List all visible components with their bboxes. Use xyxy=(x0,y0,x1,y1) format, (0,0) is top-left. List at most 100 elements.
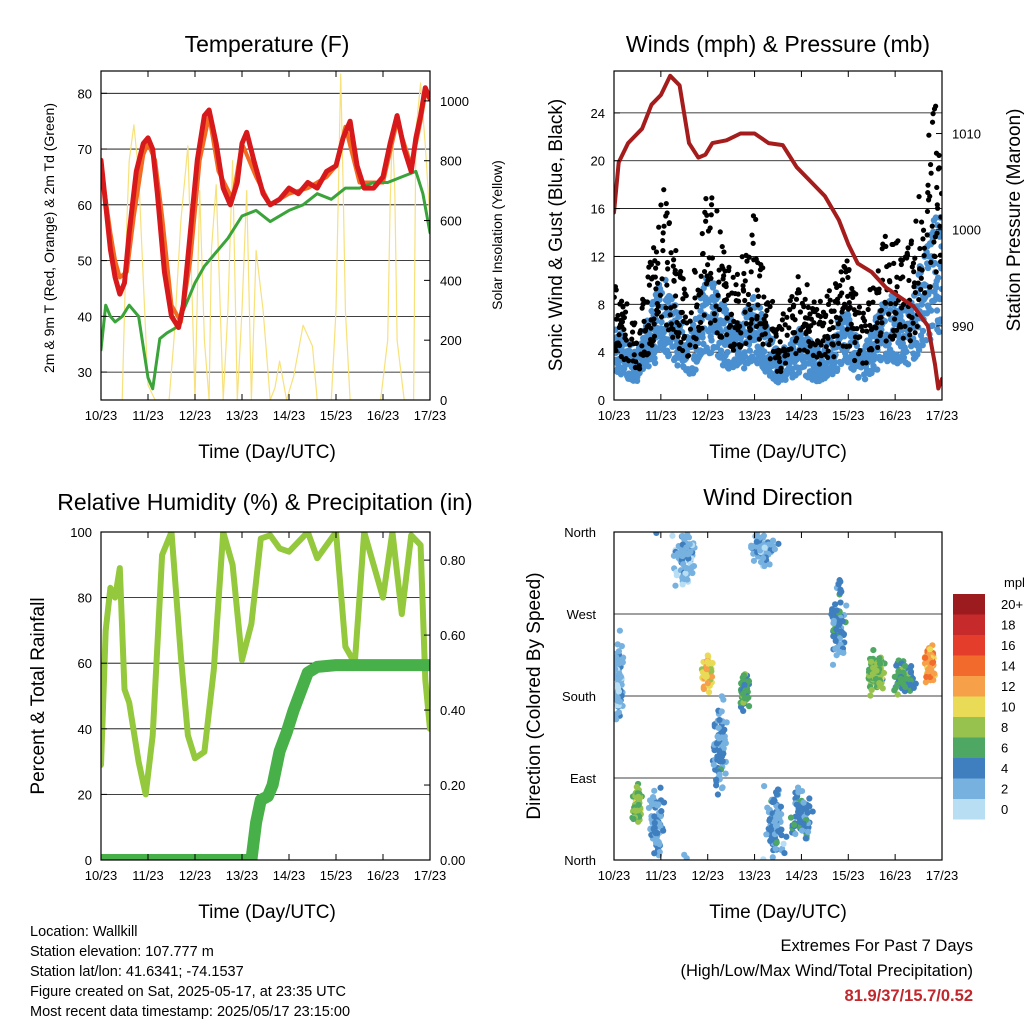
gust-point xyxy=(767,337,774,343)
gust-point xyxy=(622,332,628,338)
colorbar-swatch xyxy=(953,614,985,635)
gust-point xyxy=(685,353,692,359)
gust-point xyxy=(838,269,844,275)
gust-point xyxy=(784,352,791,358)
gust-point xyxy=(793,350,799,357)
gust-point xyxy=(664,210,670,216)
direction-point xyxy=(880,669,888,677)
direction-point xyxy=(716,771,723,778)
gust-point xyxy=(845,274,851,281)
gust-point xyxy=(891,260,897,267)
direction-point xyxy=(829,661,837,668)
solar-ytick-right-label: 1000 xyxy=(440,94,469,109)
direction-point xyxy=(894,691,901,698)
direction-point xyxy=(926,673,934,681)
precip-line xyxy=(101,659,430,860)
gust-point xyxy=(836,340,842,346)
gust-point xyxy=(834,333,840,339)
gust-point xyxy=(667,312,673,318)
direction-point xyxy=(876,655,883,662)
direction-point xyxy=(685,534,693,541)
humidity-ylabel: Percent & Total Rainfall xyxy=(28,597,49,794)
direction-point xyxy=(902,662,909,670)
gust-point xyxy=(742,297,748,304)
winds-xtick-label: 15/23 xyxy=(832,408,865,423)
direction-point xyxy=(742,687,749,694)
direction-point xyxy=(614,666,619,673)
gust-point xyxy=(683,293,689,299)
gust-point xyxy=(930,111,936,117)
gust-point xyxy=(922,290,928,296)
gust-point xyxy=(711,311,717,317)
direction-point xyxy=(760,856,767,860)
direction-point xyxy=(748,544,755,551)
direction-point xyxy=(614,682,621,689)
gust-point xyxy=(719,243,725,250)
direction-point xyxy=(777,803,785,810)
info-recent: Most recent data timestamp: 2025/05/17 2… xyxy=(30,1004,351,1020)
panel-humidity-precip: Relative Humidity (%) & Precipitation (i… xyxy=(28,489,473,923)
gust-point xyxy=(719,334,725,340)
gust-point xyxy=(900,301,907,307)
solar-ytick-right-label: 0 xyxy=(440,393,447,408)
gust-point xyxy=(701,312,707,318)
gust-point xyxy=(746,301,752,308)
gust-point xyxy=(891,316,898,322)
direction-point xyxy=(761,544,768,551)
gust-point xyxy=(716,307,723,313)
wind-point xyxy=(758,310,765,318)
gust-point xyxy=(708,275,714,281)
gust-point xyxy=(733,282,739,288)
temperature-ytick-label: 50 xyxy=(78,254,92,269)
wind-point xyxy=(918,301,925,308)
direction-point xyxy=(900,681,907,688)
gust-point xyxy=(807,311,813,317)
gust-point xyxy=(847,304,853,310)
temperature-title: Temperature (F) xyxy=(185,31,350,57)
direction-point xyxy=(649,800,656,808)
humidity-frame xyxy=(100,531,431,861)
humidity-xtick-label: 10/23 xyxy=(85,868,118,883)
gust-point xyxy=(716,279,722,285)
gust-point xyxy=(846,299,852,306)
gust-point xyxy=(769,298,776,305)
gust-point xyxy=(676,330,682,336)
direction-point xyxy=(908,663,915,670)
gust-point xyxy=(777,339,783,345)
direction-point xyxy=(686,541,693,548)
gust-point xyxy=(842,303,848,309)
gust-point xyxy=(762,331,768,337)
direction-point xyxy=(718,693,725,700)
gust-point xyxy=(874,320,881,326)
wind-point xyxy=(915,346,923,354)
temperature-xlabel: Time (Day/UTC) xyxy=(198,442,336,463)
direction-point xyxy=(633,783,640,791)
direction-point xyxy=(745,703,753,710)
direction-tick-label: West xyxy=(567,607,597,622)
gust-point xyxy=(703,218,709,224)
direction-point xyxy=(774,786,782,793)
panel-wind-direction: Wind Direction Time (Day/UTC) Direction … xyxy=(524,484,1024,923)
winds-ylabel: Sonic Wind & Gust (Blue, Black) xyxy=(546,99,567,371)
gust-point xyxy=(704,212,710,218)
gust-point xyxy=(659,276,665,282)
gust-point xyxy=(846,343,853,349)
wind-point xyxy=(903,348,910,355)
gust-point xyxy=(721,273,727,279)
gust-point xyxy=(699,325,705,331)
winds-ytick-label: 0 xyxy=(598,393,605,408)
winds-ytick-label: 16 xyxy=(591,202,605,217)
gust-point xyxy=(707,225,713,231)
gust-point xyxy=(755,302,761,308)
direction-point xyxy=(616,627,623,634)
gust-point xyxy=(698,290,704,296)
wind-point xyxy=(645,363,652,370)
gust-point xyxy=(811,320,817,326)
wind-point xyxy=(746,347,753,354)
gust-point xyxy=(767,356,773,362)
direction-point xyxy=(770,798,777,805)
wind-point xyxy=(697,307,704,314)
gust-point xyxy=(814,306,820,313)
gust-point xyxy=(928,259,934,265)
direction-point xyxy=(867,692,874,699)
